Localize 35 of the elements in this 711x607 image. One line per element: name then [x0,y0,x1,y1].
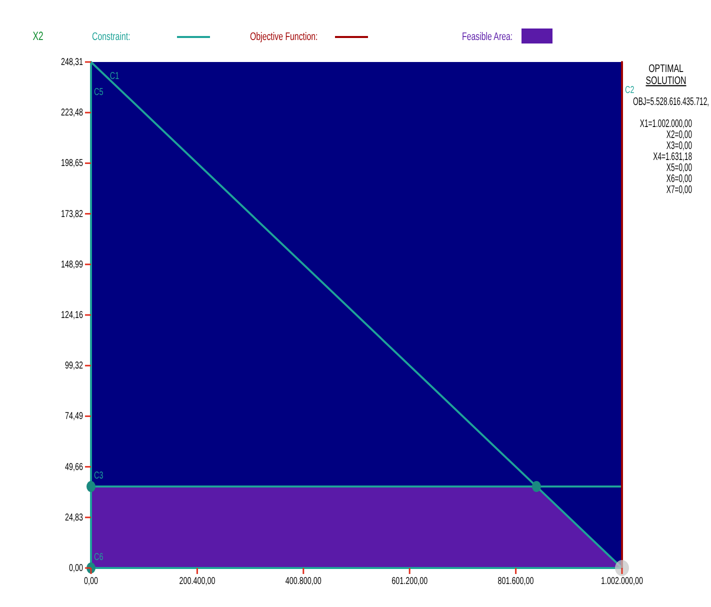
y-tick-label: 0,00 [68,562,84,574]
text: OPTIMAL SOLUTION [646,62,686,88]
x-tick-label: 1.002.000,00 [601,574,644,586]
text: OBJ=5.528.616.435.712, [633,95,709,108]
text: X2=0,00 [666,128,692,140]
annotation: C2 [625,84,634,96]
x-tick-label: 200.400,00 [179,574,216,586]
annotation: C6 [94,550,104,562]
annotation: C1 [110,70,120,82]
x-tick-label: 801.600,00 [498,574,534,586]
text: X7=0,00 [666,183,692,196]
x-tick-label: 601.200,00 [392,574,428,586]
y-tick-label: 198,65 [61,157,84,168]
legend-label: Feasible Area: [462,30,513,44]
text: X5=0,00 [666,161,692,174]
x-tick-label: 400.800,00 [285,574,322,586]
y-tick-label: 148,99 [61,258,84,270]
y-tick-label: 99,32 [65,359,84,371]
y-tick-label: 74,49 [65,410,84,422]
y-tick-label: 248,31 [61,56,84,68]
y-tick-label: 124,16 [61,308,84,320]
text: X6=0,00 [666,172,692,184]
y-tick-label: 49,66 [65,460,84,472]
y-tick-label: 24,83 [65,511,84,523]
annotation: C3 [94,469,104,481]
text: X1=1.002.000,00 [640,117,692,130]
x-tick-label: 0,00 [84,574,98,586]
legend-label: Objective Function: [250,30,318,44]
y-axis-title: X2 [32,30,44,44]
text: X3=0,00 [666,139,692,152]
annotation: C5 [94,86,104,98]
y-tick-label: 223,48 [61,106,84,118]
y-tick-label: 173,82 [61,208,84,220]
series-label: Constraint: [92,30,130,44]
text: X4=1.631,18 [653,150,692,162]
